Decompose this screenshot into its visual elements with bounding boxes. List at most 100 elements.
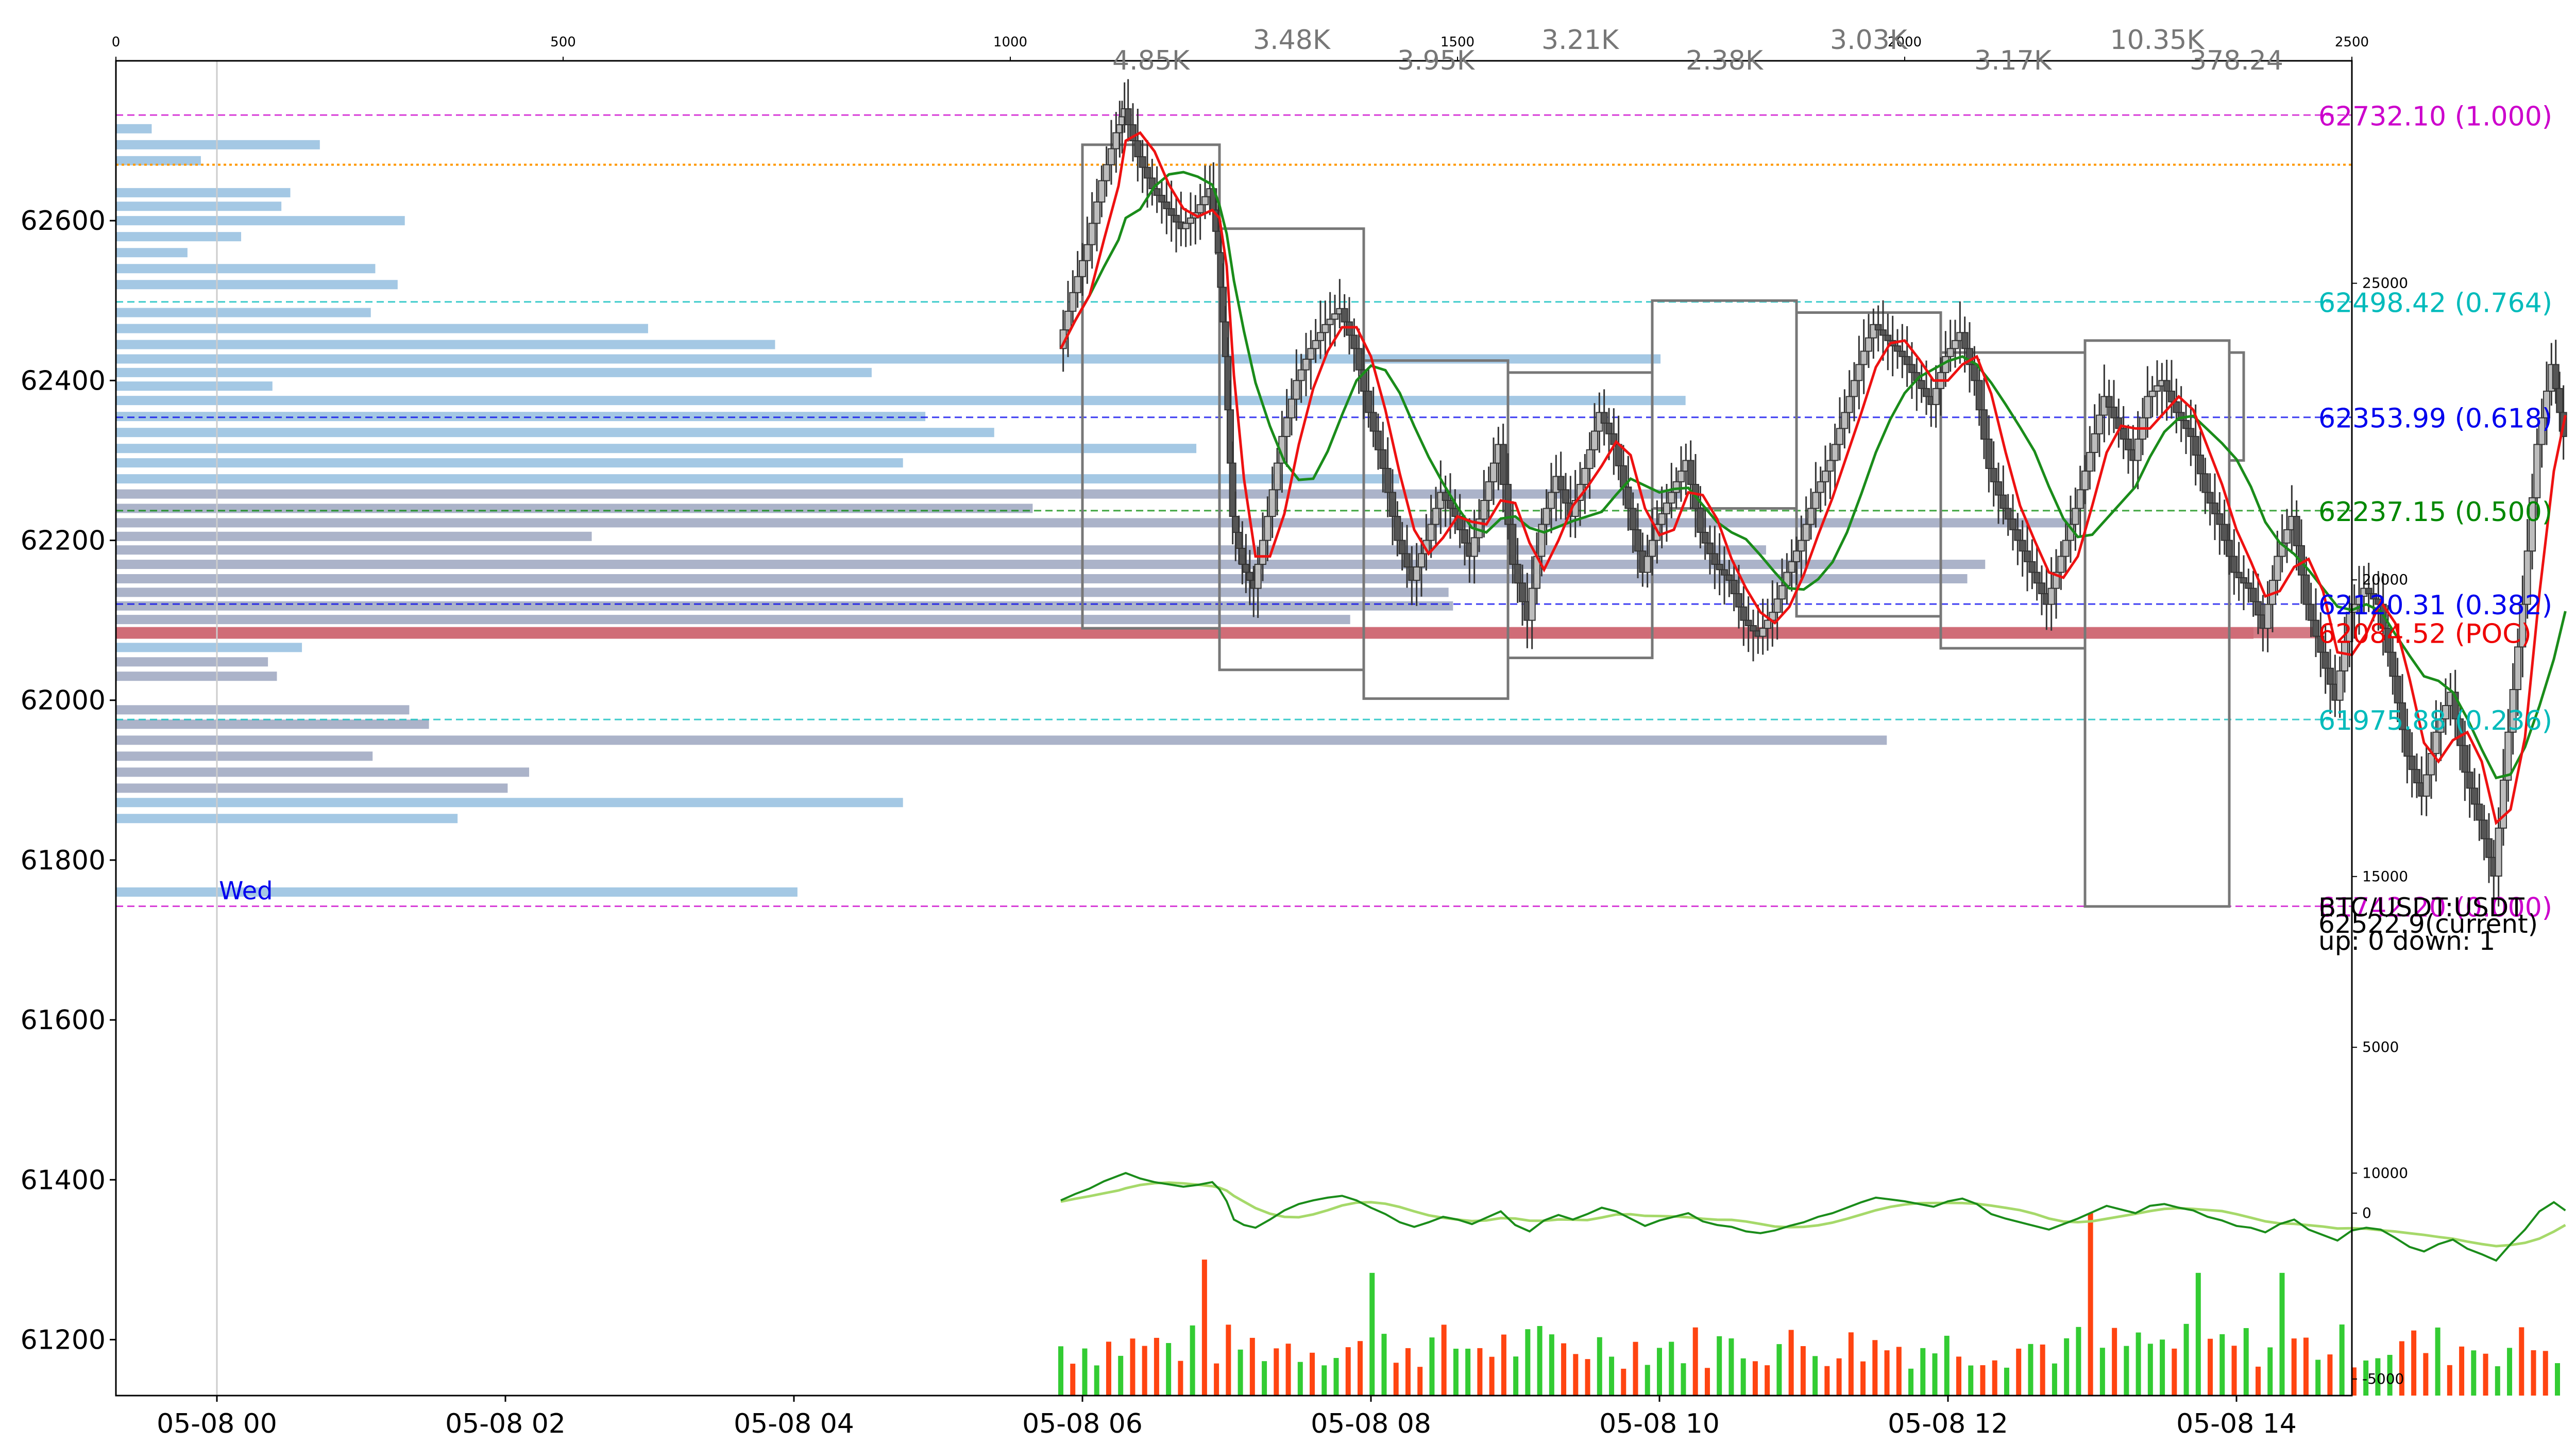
volume-layer	[1058, 1171, 2566, 1396]
candle-body	[1413, 566, 1420, 581]
volume-bar	[1836, 1358, 1842, 1396]
volume-bar	[1166, 1343, 1172, 1396]
volume-profile-bar	[116, 354, 1661, 364]
volume-bar	[2459, 1346, 2465, 1396]
volume-bar	[1393, 1363, 1399, 1396]
volume-bar	[1238, 1349, 1243, 1396]
candle-body	[1499, 444, 1507, 485]
candle-body	[1918, 380, 1925, 389]
volume-profile-bar	[116, 232, 242, 242]
candle-body	[1246, 572, 1253, 581]
volume-bar	[1345, 1347, 1351, 1396]
y-tick-label: 61600	[21, 1005, 106, 1036]
candle-body	[2389, 651, 2397, 677]
volume-bar	[1381, 1334, 1387, 1396]
candle-body	[2529, 497, 2536, 552]
volume-bar	[1765, 1365, 1770, 1396]
right-upper-tick-label: 20000	[2362, 571, 2408, 588]
volume-bar	[1645, 1365, 1650, 1396]
candle-body	[1980, 409, 1988, 440]
volume-profile-bar	[116, 264, 376, 274]
candle-body	[2485, 838, 2493, 858]
candle-body	[2086, 451, 2094, 472]
box-volume-label: 3.48K	[1253, 25, 1331, 56]
candle-body	[1470, 537, 1478, 557]
volume-bar	[2483, 1353, 2488, 1396]
candle-body	[1701, 532, 1709, 544]
volume-bar	[2387, 1354, 2393, 1396]
ma-fast-line	[1059, 131, 2567, 826]
candle-body	[2014, 529, 2022, 541]
volume-profile-bar	[116, 381, 273, 391]
candle-body	[1259, 540, 1266, 565]
candle-body	[1591, 430, 1598, 450]
candle-body	[2057, 556, 2065, 573]
volume-bar	[2088, 1213, 2093, 1396]
candle-body	[1817, 481, 1824, 493]
volume-profile-bar	[116, 574, 1968, 583]
box-volume-label: 2.38K	[1686, 45, 1764, 76]
candle-body	[1543, 508, 1550, 525]
candle-body	[1490, 462, 1497, 482]
candle-body	[1990, 467, 1997, 482]
volume-bar	[2136, 1332, 2141, 1396]
updown-label: up: 0 down: 1	[2318, 926, 2495, 956]
fib-level-label: 62120.31 (0.382)	[2318, 590, 2552, 621]
cvd-smooth-line	[1060, 1181, 2566, 1248]
candle-body	[2321, 651, 2329, 669]
candle-body	[2264, 603, 2272, 629]
candle-body	[1668, 492, 1675, 504]
volume-bar	[2076, 1327, 2081, 1396]
candle-body	[1317, 332, 1324, 341]
volume-bar	[1417, 1367, 1423, 1396]
right-lower-tick-label: 0	[2362, 1204, 2371, 1221]
candle-body	[1798, 540, 1805, 552]
volume-profile-bar	[116, 887, 798, 897]
volume-bar	[2435, 1327, 2441, 1396]
top-tick-label: 0	[112, 35, 121, 50]
candle-body	[1706, 542, 1714, 555]
volume-bar	[1226, 1324, 1231, 1396]
volume-bar	[1082, 1348, 1088, 1396]
volume-profile-bar	[116, 444, 1197, 454]
x-tick-label: 05-08 06	[1022, 1408, 1143, 1439]
candle-body	[2216, 513, 2224, 525]
candle-body	[1375, 430, 1382, 450]
volume-bar	[1788, 1330, 1794, 1396]
candle-body	[1629, 508, 1637, 530]
candle-body	[1283, 417, 1291, 437]
candle-body	[1485, 481, 1493, 501]
candle-body	[2394, 676, 2401, 703]
volume-bar	[2183, 1323, 2189, 1396]
volume-bar	[1621, 1368, 1626, 1396]
candle-body	[1064, 310, 1072, 331]
y-tick-label: 62600	[21, 206, 106, 237]
symbol-label: BTC/USDT:USDT	[2318, 893, 2524, 922]
candle-body	[1730, 580, 1738, 594]
current-price-label: 62522.9(current)	[2318, 909, 2538, 939]
volume-bar	[1681, 1363, 1686, 1396]
candle-body	[2091, 433, 2098, 453]
candle-body	[1634, 529, 1641, 552]
volume-bar	[2231, 1346, 2237, 1396]
volume-bar	[1429, 1337, 1435, 1396]
candle-body	[2245, 582, 2252, 589]
candle-body	[1293, 380, 1300, 400]
candle-body	[1461, 529, 1468, 544]
candle-body	[2226, 540, 2233, 557]
candle-body	[2442, 705, 2449, 719]
volume-profile-bar	[116, 280, 398, 290]
box-volume-label: 3.21K	[1541, 25, 1620, 56]
candle-body	[1519, 582, 1526, 602]
candle-body	[2403, 729, 2411, 757]
fib-level-label: 61975.88 (0.236)	[2318, 706, 2552, 736]
volume-profile-bar	[116, 588, 1449, 597]
candle-body	[1509, 524, 1517, 565]
candle-body	[2154, 385, 2161, 392]
candle-body	[2422, 774, 2430, 797]
candle-body	[1103, 164, 1110, 181]
volume-bar	[1633, 1341, 1638, 1396]
candle-body	[1735, 593, 1742, 608]
volume-bar	[1812, 1356, 1818, 1396]
candle-body	[1069, 292, 1077, 312]
